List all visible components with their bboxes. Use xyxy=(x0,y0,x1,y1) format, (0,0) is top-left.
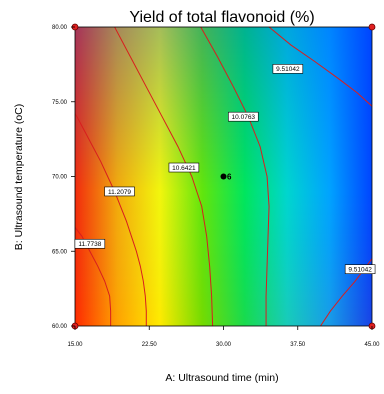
design-points: 6 xyxy=(71,23,376,330)
contour-label-3: 10.6421 xyxy=(172,165,196,172)
contour-label-box-4 xyxy=(228,111,259,122)
contour-label-box-6 xyxy=(344,264,376,274)
x-axis-ticks: 15.00 22.50 30.00 37.50 45.00 xyxy=(67,326,380,348)
y-axis-label: B: Ultrasound temperature (oC) xyxy=(13,104,25,250)
design-point-2 xyxy=(368,23,376,31)
x-tick-label: 15.00 xyxy=(67,342,83,348)
contour-label-box-3 xyxy=(168,162,200,173)
y-tick-label: 80.00 xyxy=(52,25,68,31)
y-tick-label: 60.00 xyxy=(52,324,68,330)
x-tick-label: 22.50 xyxy=(142,342,158,348)
contour-line-3 xyxy=(114,27,214,326)
contour-label-2: 11.2079 xyxy=(108,189,131,196)
contour-line-4 xyxy=(200,27,270,326)
x-tick-label: 45.00 xyxy=(364,342,380,348)
x-tick-label: 30.00 xyxy=(216,342,232,348)
contour-label-box-5 xyxy=(272,64,304,74)
contour-line-5 xyxy=(268,27,372,107)
contour-label-5: 9.51042 xyxy=(276,66,300,73)
y-tick-label: 75.00 xyxy=(52,100,68,106)
plot-area: 11.7738 11.2079 10.6421 10.0763 9.51042 9.510… xyxy=(71,23,376,330)
contour-label-1: 11.7738 xyxy=(78,241,101,248)
x-axis-label: A: Ultrasound time (min) xyxy=(165,372,278,384)
contour-labels: 11.7738 11.2079 10.6421 10.0763 9.51042 9.510… xyxy=(74,64,376,274)
contour-label-4: 10.0763 xyxy=(232,114,256,121)
chart-title: Yield of total flavonoid (%) xyxy=(129,9,314,26)
contour-label-box-2 xyxy=(104,186,135,197)
contour-line-1 xyxy=(75,227,112,326)
center-point-label: 6 xyxy=(227,173,232,182)
contour-line-2 xyxy=(75,113,147,326)
y-tick-label: 65.00 xyxy=(52,249,68,255)
center-point xyxy=(220,173,227,180)
y-tick-label: 70.00 xyxy=(52,175,68,181)
contour-label-box-1 xyxy=(74,238,106,249)
contour-lines xyxy=(75,27,372,326)
x-tick-label: 37.50 xyxy=(290,342,306,348)
y-axis-ticks: 60.00 65.00 70.00 75.00 80.00 xyxy=(52,25,75,330)
contour-label-6: 9.51042 xyxy=(348,266,372,273)
